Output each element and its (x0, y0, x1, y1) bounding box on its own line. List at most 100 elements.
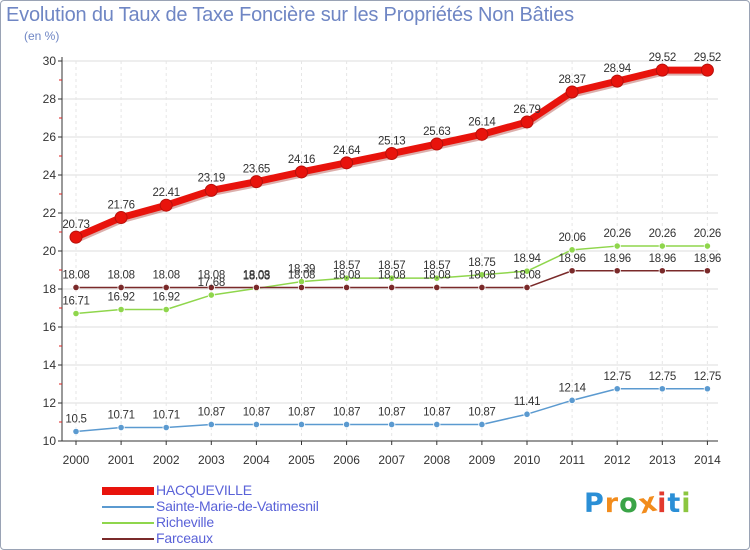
x-tick-label: 2002 (153, 453, 180, 467)
series-0 (69, 63, 714, 244)
data-point (523, 267, 531, 275)
data-point (297, 420, 306, 429)
data-point (568, 246, 576, 254)
data-label: 18.96 (694, 253, 721, 265)
y-tick-label: 14 (43, 358, 57, 372)
data-label: 17.68 (198, 277, 225, 289)
data-point (568, 396, 576, 404)
data-point (342, 420, 351, 429)
data-label: 22.41 (153, 187, 180, 199)
data-point (568, 267, 576, 275)
data-label: 29.52 (649, 52, 676, 64)
legend-swatch (102, 487, 154, 495)
data-point (613, 267, 621, 275)
x-tick-label: 2014 (694, 453, 721, 467)
data-label: 11.41 (514, 396, 540, 408)
data-point (117, 283, 125, 292)
data-label: 18.96 (558, 253, 585, 265)
data-label: 24.64 (333, 145, 361, 157)
data-point (162, 423, 170, 432)
data-labels: 20.73 21.76 22.41 23.19 23.65 24.16 24.64 25.13… (62, 52, 721, 425)
data-point (613, 242, 621, 250)
x-tick-label: 2000 (63, 453, 90, 467)
y-tick-label: 18 (43, 282, 57, 296)
x-tick-label: 2008 (423, 453, 450, 467)
grid-lines (62, 60, 718, 442)
data-label: 18.57 (378, 260, 405, 272)
data-label: 29.52 (694, 52, 721, 64)
data-point (72, 283, 80, 292)
data-point (252, 420, 260, 429)
data-point (117, 423, 125, 432)
data-point (207, 283, 215, 292)
data-point (703, 385, 712, 393)
logo-letter: o (619, 488, 639, 519)
data-label: 28.37 (558, 74, 585, 86)
data-label: 10.87 (198, 406, 225, 418)
data-label: 10.87 (243, 406, 270, 418)
x-tick-label: 2010 (514, 453, 541, 467)
data-label: 23.19 (198, 172, 225, 184)
data-point (610, 74, 624, 88)
legend-label: Farceaux (156, 530, 213, 546)
data-point (478, 283, 486, 292)
data-label: 18.08 (423, 269, 450, 281)
data-label: 26.14 (468, 116, 496, 128)
data-label: 10.71 (153, 410, 180, 422)
data-point (655, 63, 669, 77)
data-point (342, 274, 351, 282)
y-tick-label: 24 (43, 168, 57, 182)
data-label: 18.08 (513, 269, 540, 281)
data-label: 10.87 (333, 406, 360, 418)
data-point (117, 305, 125, 314)
series-1 (72, 385, 712, 436)
data-label: 18.08 (153, 269, 180, 281)
x-tick-label: 2001 (108, 453, 135, 467)
data-label: 20.06 (558, 232, 585, 244)
data-label: 18.08 (378, 269, 405, 281)
data-point (703, 242, 712, 250)
data-label: 12.14 (558, 382, 586, 394)
data-point (433, 283, 441, 292)
data-point (433, 274, 441, 282)
data-label: 26.79 (513, 104, 540, 116)
data-label: 20.26 (649, 228, 676, 240)
y-tick-label: 22 (43, 206, 57, 220)
data-point (162, 305, 170, 314)
data-label: 18.08 (468, 269, 495, 281)
data-point (69, 230, 83, 244)
y-tick-label: 20 (43, 244, 57, 258)
x-tick-label: 2004 (243, 453, 270, 467)
data-point (162, 283, 170, 292)
x-tick-label: 2011 (559, 453, 585, 467)
data-label: 16.71 (62, 296, 89, 308)
data-point (207, 291, 215, 299)
data-label: 12.75 (649, 371, 676, 383)
data-point (204, 183, 218, 197)
logo-letter: i (657, 488, 668, 519)
series-layer (69, 63, 714, 436)
data-point (658, 242, 666, 250)
x-tick-label: 2005 (288, 453, 315, 467)
data-label: 10.87 (288, 406, 315, 418)
data-point (520, 115, 534, 129)
data-point (613, 385, 621, 393)
data-point (478, 420, 486, 429)
data-point (114, 211, 128, 225)
y-tick-label: 26 (43, 130, 57, 144)
line-chart: 10 12 14 16 18 20 22 24 26 28 30 2000 2001 2002 2003 20… (43, 52, 722, 467)
x-tick-label: 2012 (604, 453, 631, 467)
legend-swatch (102, 538, 154, 540)
data-label: 25.63 (423, 126, 450, 138)
x-tick-label: 2003 (198, 453, 225, 467)
legend-label: Richeville (156, 514, 214, 530)
data-point (249, 175, 263, 189)
axes: 10 12 14 16 18 20 22 24 26 28 30 2000 2001 2002 2003 20… (43, 54, 721, 467)
data-label: 10.71 (107, 410, 134, 422)
data-label: 18.08 (198, 269, 225, 281)
data-label: 28.94 (604, 63, 632, 75)
data-point (207, 420, 215, 429)
logo-letter: P (584, 488, 605, 519)
data-label: 18.96 (649, 253, 676, 265)
y-tick-label: 30 (43, 54, 57, 68)
